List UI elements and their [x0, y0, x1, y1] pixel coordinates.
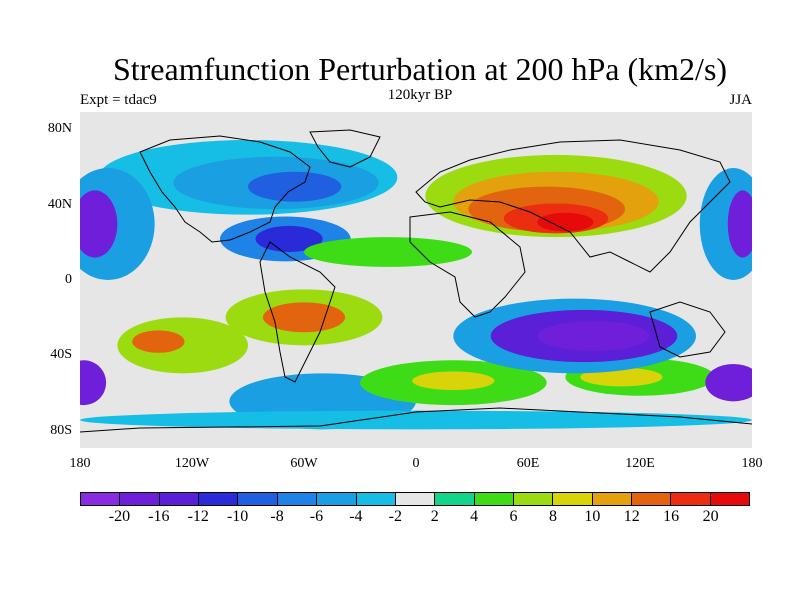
colorbar-label: -16	[148, 508, 170, 525]
colorbar-swatch	[553, 493, 593, 505]
lon-tick-180e: 180	[741, 456, 763, 471]
carib-low-2	[255, 225, 323, 252]
sib-high-core	[537, 212, 594, 232]
pac-low-w2	[80, 190, 118, 258]
season-label: JJA	[729, 92, 752, 108]
colorbar-swatch	[671, 493, 711, 505]
colorbar-swatch	[317, 493, 357, 505]
coastlines	[80, 129, 752, 433]
colorbar-swatch	[199, 493, 239, 505]
africa-coast	[409, 211, 526, 318]
colorbar-label: 4	[470, 508, 479, 525]
colorbar-label: 12	[623, 508, 640, 525]
colorbar-label: -12	[187, 508, 209, 525]
lon-tick-60e: 60E	[516, 456, 540, 471]
colorbar-swatch	[710, 493, 750, 505]
colorbar-label: 6	[509, 508, 518, 525]
colorbar-swatch	[592, 493, 633, 505]
colorbar-label: -2	[388, 508, 402, 525]
lon-tick-60w: 60W	[290, 456, 318, 471]
colorbar-label: -6	[309, 508, 324, 525]
colorbar-swatch	[474, 493, 514, 505]
streamfunction-map	[80, 112, 752, 448]
colorbar	[80, 492, 750, 506]
north-america-coast	[139, 135, 311, 243]
atl-green	[304, 237, 472, 267]
australia-coast	[649, 301, 726, 358]
lon-tick-0: 0	[412, 456, 420, 471]
colorbar-swatch	[632, 493, 672, 505]
colorbar-label: -8	[270, 508, 284, 525]
colorbar-swatch	[159, 493, 200, 505]
ant-band	[80, 410, 752, 430]
colorbar-label: -10	[226, 508, 249, 525]
map-title: Streamfunction Perturbation at 200 hPa (…	[112, 51, 728, 87]
namer-low-3	[248, 171, 342, 202]
colorbar-swatch	[120, 493, 160, 505]
map-subtitle: 120kyr BP	[387, 87, 453, 103]
lat-tick-0: 0	[65, 272, 72, 287]
antarctica-coast	[80, 407, 752, 433]
lon-tick-180w: 180	[69, 456, 91, 471]
south-america-coast	[259, 241, 336, 383]
spac-low-w	[80, 360, 107, 406]
colorbar-swatch	[395, 493, 436, 505]
colorbar-swatch	[435, 493, 475, 505]
lat-tick-80n: 80N	[47, 121, 72, 136]
experiment-label: Expt = tdac9	[80, 92, 157, 108]
colorbar-swatch	[81, 493, 121, 505]
lat-tick-80s: 80S	[50, 423, 72, 438]
colorbar-label: 10	[584, 508, 601, 525]
colorbar-label: 16	[663, 508, 680, 525]
sam-high-2	[262, 302, 346, 333]
spac-high-2	[132, 330, 185, 353]
ind-low-3	[537, 321, 650, 351]
lon-tick-120w: 120W	[174, 456, 210, 471]
colorbar-swatch	[277, 493, 318, 505]
colorbar-swatch	[356, 493, 396, 505]
colorbar-swatch	[513, 493, 554, 505]
eurasia-coast	[415, 139, 731, 273]
colorbar-label: -4	[349, 508, 363, 525]
colorbar-swatch	[238, 493, 278, 505]
satl-yellow	[412, 371, 495, 391]
colorbar-label: 20	[702, 508, 719, 525]
lon-tick-120e: 120E	[625, 456, 655, 471]
spac-low-e	[705, 364, 752, 402]
lat-tick-40n: 40N	[47, 197, 72, 212]
colorbar-label: 8	[548, 508, 557, 525]
lat-tick-40s: 40S	[50, 347, 72, 362]
contour-layer	[80, 140, 752, 430]
colorbar-label: 2	[430, 508, 439, 525]
pac-low-e2	[727, 190, 752, 258]
colorbar-label: -20	[108, 508, 131, 525]
greenland-coast	[309, 129, 381, 168]
